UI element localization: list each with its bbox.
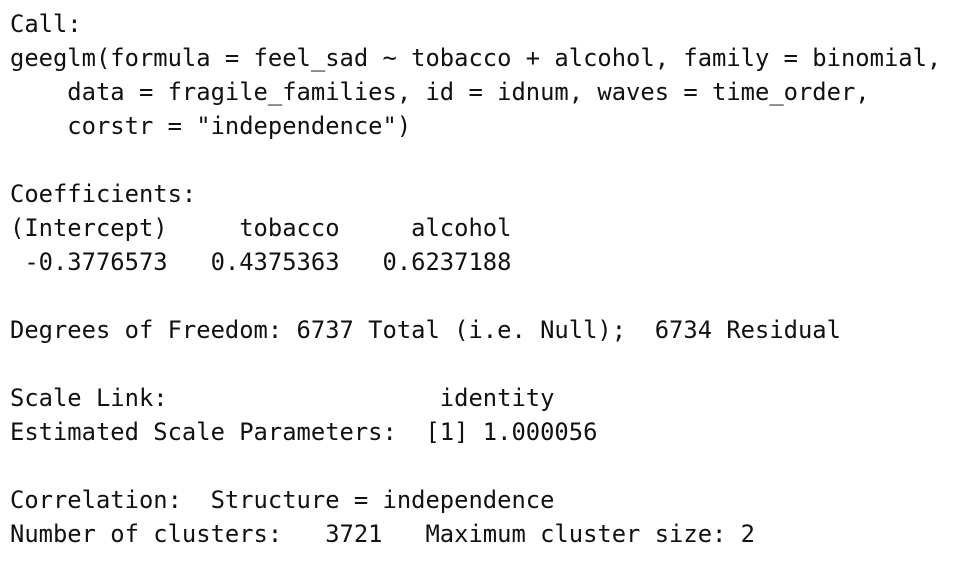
output-line: Call: xyxy=(10,10,82,38)
output-line: Correlation: Structure = independence xyxy=(10,486,555,514)
output-block: Call: geeglm(formula = feel_sad ~ tobacco… xyxy=(10,7,960,143)
output-line: data = fragile_families, id = idnum, wav… xyxy=(10,78,870,106)
output-line: -0.3776573 0.4375363 0.6237188 xyxy=(10,248,512,276)
output-block: Correlation: Structure = independence Num… xyxy=(10,483,960,551)
output-line: Degrees of Freedom: 6737 Total (i.e. Nul… xyxy=(10,316,841,344)
output-line: Estimated Scale Parameters: [1] 1.000056 xyxy=(10,418,598,446)
output-line: corstr = "independence") xyxy=(10,112,412,140)
output-line: geeglm(formula = feel_sad ~ tobacco + al… xyxy=(10,44,942,72)
output-line: Number of clusters: 3721 Maximum cluster… xyxy=(10,520,756,548)
output-line: Coefficients: xyxy=(10,180,197,208)
output-line: (Intercept) tobacco alcohol xyxy=(10,214,512,242)
output-block: Scale Link: identity Estimated Scale Para… xyxy=(10,381,960,449)
output-block: Coefficients: (Intercept) tobacco alcohol… xyxy=(10,177,960,279)
output-block: Degrees of Freedom: 6737 Total (i.e. Nul… xyxy=(10,313,960,347)
output-line: Scale Link: identity xyxy=(10,384,555,412)
